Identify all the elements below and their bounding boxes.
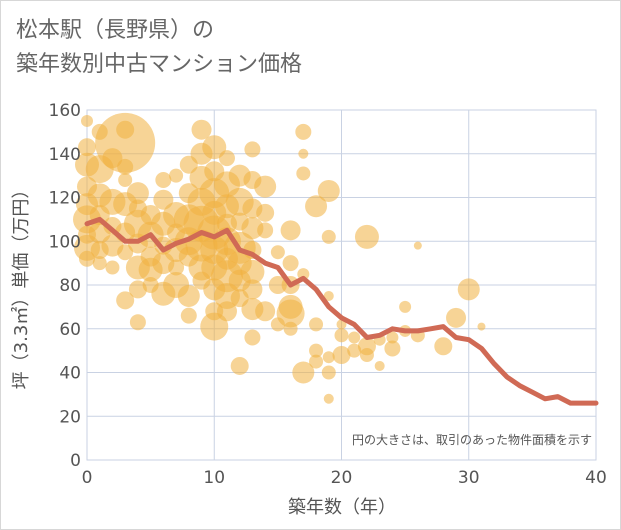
bubble-point <box>169 168 184 183</box>
trend-line <box>84 216 599 406</box>
bubble-point <box>295 123 312 140</box>
bubble-point <box>280 220 301 241</box>
bubble-point <box>257 222 274 239</box>
y-tick-label: 100 <box>49 232 81 252</box>
y-tick-label: 0 <box>70 451 81 471</box>
y-tick-label: 140 <box>49 145 81 165</box>
y-tick-label: 160 <box>49 101 81 121</box>
bubble-point <box>334 328 349 343</box>
bubble-point <box>317 179 340 202</box>
bubble-point <box>296 166 311 181</box>
bubble-point <box>309 343 324 358</box>
bubble-point <box>321 365 336 380</box>
bubble-point <box>92 256 107 271</box>
bubble-point <box>168 259 185 276</box>
y-tick-label: 80 <box>59 276 81 296</box>
y-tick-label: 20 <box>59 407 81 427</box>
bubble-point <box>323 290 334 301</box>
bubble-point <box>283 321 298 336</box>
bubble-point <box>155 172 172 188</box>
bubble-point <box>254 175 277 198</box>
x-tick-label: 10 <box>203 468 225 488</box>
bubble-point <box>270 245 285 260</box>
bubble-point <box>202 135 227 160</box>
y-tick-label: 60 <box>59 320 81 340</box>
bubble-point <box>244 141 261 158</box>
bubble-point <box>218 150 235 167</box>
bubble-point <box>322 351 335 364</box>
bubble-point <box>244 329 261 346</box>
chart-title-line2: 築年数別中古マンション価格 <box>16 52 303 77</box>
bubble-point <box>384 340 401 357</box>
bubble-point <box>282 255 299 272</box>
bubble-point <box>81 114 93 127</box>
chart-note: 円の大きさは、取引のあった物件面積を示す <box>352 432 592 447</box>
chart-title: 松本駅（長野県）の 築年数別中古マンション価格 <box>16 14 302 82</box>
bubble-point <box>446 307 467 328</box>
trend-line-series <box>84 216 599 406</box>
bubble-point <box>309 354 324 369</box>
bubble-point <box>95 112 156 173</box>
bubble-point <box>268 276 287 294</box>
bubble-point <box>359 348 374 362</box>
bubble-point <box>191 119 212 140</box>
bubble-point <box>118 173 133 187</box>
y-axis-ticks: 0 20 40 60 80 100 120 140 160 <box>49 101 81 471</box>
bubble-point <box>129 314 146 331</box>
bubble-point <box>116 291 135 310</box>
x-tick-label: 40 <box>585 468 607 488</box>
bubble-point <box>309 317 324 332</box>
grid-lines <box>87 110 596 460</box>
bubble-point <box>354 224 379 249</box>
y-tick-label: 120 <box>49 189 81 209</box>
bubble-point <box>180 307 197 324</box>
bubble-point <box>117 158 134 175</box>
y-tick-label: 40 <box>59 364 81 384</box>
bubble-point <box>457 278 480 301</box>
bubble-point <box>413 241 422 250</box>
bubble-point <box>321 229 336 244</box>
bubble-point <box>298 148 309 159</box>
chart-title-line1: 松本駅（長野県）の <box>16 18 215 43</box>
y-axis-label: 坪（3.3㎡）単価（万円） <box>10 181 32 390</box>
bubble-point <box>386 331 399 344</box>
x-tick-label: 0 <box>82 468 93 488</box>
bubble-point <box>374 360 385 371</box>
bubble-point <box>305 195 328 218</box>
bubble-point <box>240 259 265 284</box>
bubble-point <box>78 138 96 157</box>
bubble-point <box>292 361 315 384</box>
bubble-point <box>477 322 486 331</box>
bubble-point <box>230 356 249 375</box>
bubble-point <box>105 260 120 275</box>
bubble-point <box>347 343 362 358</box>
bubble-point <box>297 268 310 281</box>
bubble-point <box>399 300 412 313</box>
bubble-point <box>323 393 334 404</box>
x-axis-ticks: 0 10 20 30 40 <box>82 468 607 488</box>
bubble-point <box>434 337 453 356</box>
bubble-point <box>276 299 305 328</box>
bubble-point <box>332 346 351 364</box>
bubble-point <box>79 250 95 267</box>
bubble-point <box>200 312 229 341</box>
bubble-point <box>126 182 149 205</box>
bubble-point <box>216 301 237 322</box>
x-tick-label: 30 <box>458 468 480 488</box>
bubble-point <box>348 331 361 344</box>
bubble-point <box>177 284 200 307</box>
bubble-point <box>255 301 276 322</box>
bubble-point <box>256 203 275 222</box>
x-tick-label: 20 <box>331 468 353 488</box>
bubble-series <box>73 112 486 404</box>
bubble-point <box>128 280 147 299</box>
bubble-point <box>242 279 263 300</box>
x-axis-label: 築年数（年） <box>288 497 396 518</box>
